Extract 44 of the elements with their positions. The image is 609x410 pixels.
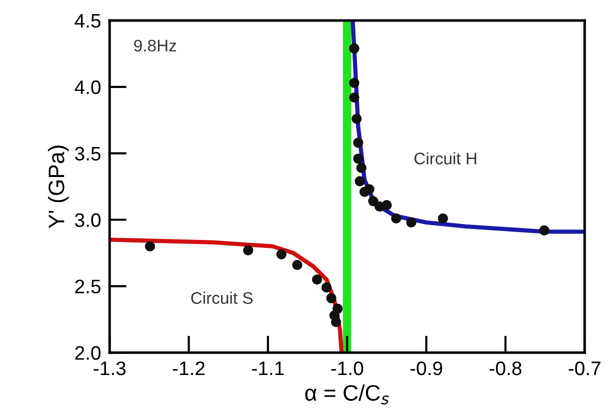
point	[349, 43, 360, 54]
point	[353, 154, 364, 164]
point	[312, 274, 322, 285]
x-tick-label: -1.2	[172, 361, 205, 376]
point	[326, 293, 336, 304]
point	[144, 241, 156, 252]
point	[292, 260, 302, 270]
point	[406, 217, 416, 228]
point	[354, 176, 365, 186]
point	[330, 316, 342, 328]
point	[391, 213, 402, 224]
y-tick-label: 2.5	[75, 280, 100, 294]
y-tick-label: 4.5	[74, 14, 100, 28]
x-tick-label: -0.7	[568, 361, 600, 376]
point	[353, 138, 364, 148]
point	[276, 249, 287, 260]
point	[368, 196, 378, 206]
point	[364, 184, 374, 194]
y-tick-label: 2.0	[75, 346, 101, 360]
line-series	[110, 238, 344, 353]
line-series	[350, 20, 585, 234]
annotation: 9.8Hz	[134, 40, 176, 52]
point	[332, 304, 343, 314]
y-tick-label: 3.5	[75, 146, 100, 161]
point	[243, 245, 254, 256]
y-axis-title: Y' (GPa)	[48, 146, 69, 228]
x-tick-label: -0.8	[490, 361, 522, 376]
point	[356, 162, 366, 174]
annotation: Circuit S	[191, 292, 253, 304]
point	[321, 282, 332, 293]
point	[382, 200, 392, 210]
point	[349, 92, 360, 103]
y-tick-label: 4.0	[74, 80, 101, 94]
x-tick-label: -0.9	[410, 361, 442, 376]
x-tick-label: -1.0	[331, 361, 364, 376]
x-axis-title: α = C/C$_{s}$	[305, 384, 389, 404]
point	[438, 213, 448, 224]
x-tick-label: -1.1	[252, 362, 284, 376]
point	[349, 78, 360, 88]
point	[352, 114, 362, 124]
point	[539, 225, 550, 236]
annotation: Circuit H	[414, 152, 476, 164]
x-tick-label: -1.3	[94, 361, 126, 376]
y-tick-label: 3.0	[75, 213, 101, 227]
